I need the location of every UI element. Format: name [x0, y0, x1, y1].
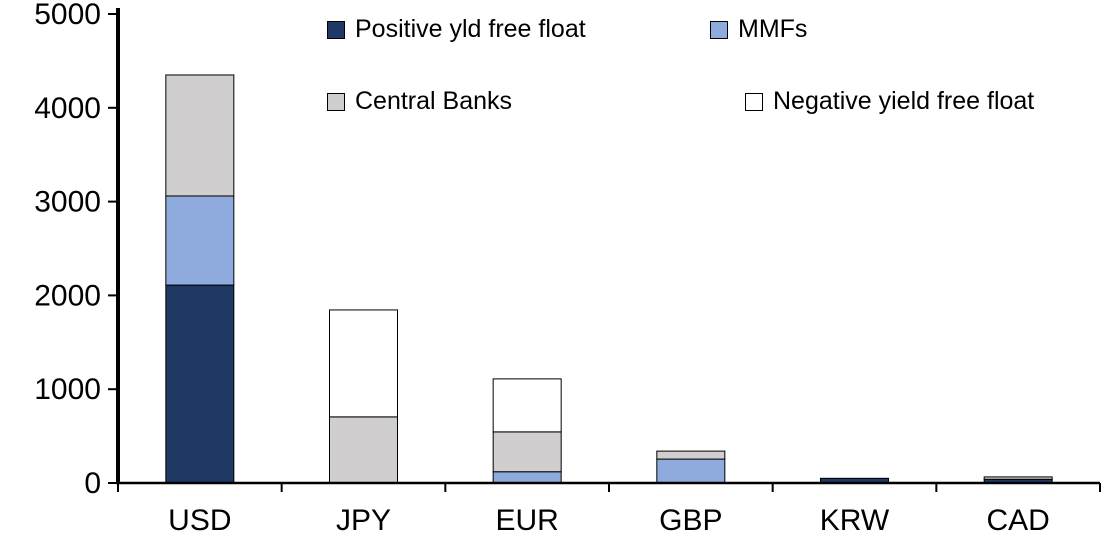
legend-item-negative-yield-free-float: Negative yield free float — [745, 89, 1034, 114]
y-tick-label: 5000 — [34, 0, 101, 31]
legend-item-central-banks: Central Banks — [327, 89, 512, 114]
y-tick-label: 3000 — [34, 186, 101, 219]
legend-label: Negative yield free float — [773, 87, 1035, 115]
y-tick-label: 4000 — [34, 92, 101, 125]
legend-label: MMFs — [738, 15, 808, 43]
x-category-label: CAD — [986, 504, 1049, 537]
bar-segment-CAD-central-banks — [983, 476, 1053, 480]
legend-item-positive-yld-free-float: Positive yld free float — [327, 17, 586, 42]
bar-segment-GBP-mmfs — [656, 458, 726, 484]
legend-swatch-central-banks — [327, 92, 345, 111]
y-tick-label: 1000 — [34, 373, 101, 406]
x-category-label: USD — [168, 504, 231, 537]
x-category-label: JPY — [336, 504, 391, 537]
x-category-label: GBP — [659, 504, 722, 537]
legend-swatch-positive-yld-free-float — [327, 20, 345, 39]
x-category-label: EUR — [495, 504, 558, 537]
legend-label: Central Banks — [355, 87, 513, 115]
bar-segment-JPY-central-banks — [329, 416, 398, 484]
x-category-label: KRW — [820, 504, 890, 537]
bar-segment-GBP-central-banks — [656, 450, 726, 460]
bar-segment-USD-positive-yld-free-float — [165, 284, 235, 484]
bar-segment-USD-mmfs — [165, 195, 235, 286]
legend-item-mmfs: MMFs — [710, 17, 807, 42]
legend-label: Positive yld free float — [355, 15, 586, 43]
bar-segment-EUR-mmfs — [492, 471, 562, 484]
y-tick-label: 0 — [84, 467, 101, 500]
bar-segment-EUR-central-banks — [492, 431, 562, 473]
bar-segment-JPY-negative-yield-free-float — [329, 309, 398, 418]
y-tick-label: 2000 — [34, 279, 101, 312]
legend-swatch-mmfs — [710, 20, 728, 39]
legend-swatch-negative-yield-free-float — [745, 92, 763, 111]
bar-segment-USD-central-banks — [165, 74, 235, 197]
bar-segment-EUR-negative-yield-free-float — [492, 378, 562, 433]
